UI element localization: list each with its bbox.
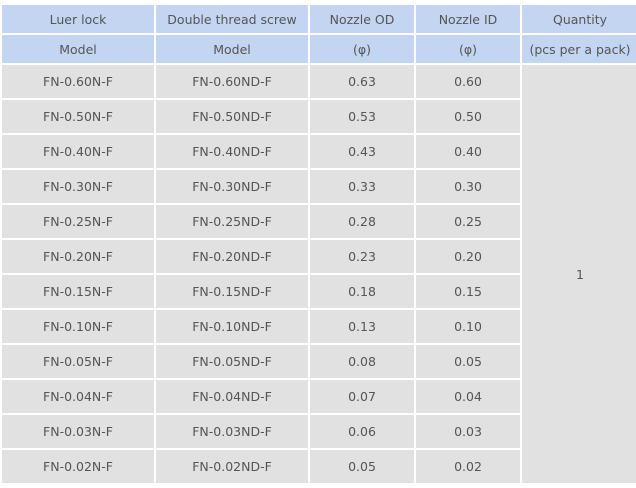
luer-lock-model: FN-0.20N-F	[0, 238, 156, 275]
table-row: FN-0.50N-F FN-0.50ND-F 0.53 0.50	[0, 98, 636, 135]
double-thread-model: FN-0.05ND-F	[154, 343, 310, 380]
nozzle-od: 0.28	[308, 203, 416, 240]
header-luer-lock: Luer lock	[0, 3, 156, 35]
nozzle-id: 0.15	[414, 273, 522, 310]
table-row: FN-0.15N-F FN-0.15ND-F 0.18 0.15	[0, 273, 636, 310]
luer-lock-model: FN-0.60N-F	[0, 63, 156, 100]
table-row: FN-0.05N-F FN-0.05ND-F 0.08 0.05	[0, 343, 636, 380]
double-thread-model: FN-0.10ND-F	[154, 308, 310, 345]
header-double-thread: Double thread screw	[154, 3, 310, 35]
header-model-1: Model	[0, 33, 156, 65]
double-thread-model: FN-0.50ND-F	[154, 98, 310, 135]
luer-lock-model: FN-0.05N-F	[0, 343, 156, 380]
table-row: FN-0.10N-F FN-0.10ND-F 0.13 0.10	[0, 308, 636, 345]
nozzle-id: 0.04	[414, 378, 522, 415]
table-row: FN-0.02N-F FN-0.02ND-F 0.05 0.02	[0, 448, 636, 485]
double-thread-model: FN-0.20ND-F	[154, 238, 310, 275]
nozzle-id: 0.25	[414, 203, 522, 240]
luer-lock-model: FN-0.03N-F	[0, 413, 156, 450]
double-thread-model: FN-0.03ND-F	[154, 413, 310, 450]
table-row: FN-0.60N-F FN-0.60ND-F 0.63 0.60 1	[0, 63, 636, 485]
header-row-1: Luer lock Double thread screw Nozzle OD …	[0, 3, 636, 35]
nozzle-od: 0.53	[308, 98, 416, 135]
nozzle-id: 0.30	[414, 168, 522, 205]
nozzle-od: 0.13	[308, 308, 416, 345]
quantity-value: 1	[520, 63, 636, 485]
nozzle-id: 0.40	[414, 133, 522, 170]
luer-lock-model: FN-0.40N-F	[0, 133, 156, 170]
header-row-2: Model Model (φ) (φ) (pcs per a pack)	[0, 33, 636, 65]
nozzle-od: 0.08	[308, 343, 416, 380]
double-thread-model: FN-0.60ND-F	[154, 63, 310, 100]
table-row: FN-0.04N-F FN-0.04ND-F 0.07 0.04	[0, 378, 636, 415]
luer-lock-model: FN-0.10N-F	[0, 308, 156, 345]
luer-lock-model: FN-0.15N-F	[0, 273, 156, 310]
header-quantity-unit: (pcs per a pack)	[520, 33, 636, 65]
table-row: FN-0.03N-F FN-0.03ND-F 0.06 0.03	[0, 413, 636, 450]
double-thread-model: FN-0.04ND-F	[154, 378, 310, 415]
header-quantity: Quantity	[520, 3, 636, 35]
header-od-unit: (φ)	[308, 33, 416, 65]
double-thread-model: FN-0.25ND-F	[154, 203, 310, 240]
nozzle-od: 0.63	[308, 63, 416, 100]
nozzle-spec-table: Luer lock Double thread screw Nozzle OD …	[0, 3, 636, 485]
nozzle-id: 0.60	[414, 63, 522, 100]
table-row: FN-0.40N-F FN-0.40ND-F 0.43 0.40	[0, 133, 636, 170]
nozzle-id: 0.10	[414, 308, 522, 345]
nozzle-od: 0.06	[308, 413, 416, 450]
double-thread-model: FN-0.15ND-F	[154, 273, 310, 310]
table-row: FN-0.20N-F FN-0.20ND-F 0.23 0.20	[0, 238, 636, 275]
luer-lock-model: FN-0.50N-F	[0, 98, 156, 135]
nozzle-od: 0.43	[308, 133, 416, 170]
table-row: FN-0.25N-F FN-0.25ND-F 0.28 0.25	[0, 203, 636, 240]
luer-lock-model: FN-0.25N-F	[0, 203, 156, 240]
double-thread-model: FN-0.40ND-F	[154, 133, 310, 170]
nozzle-id: 0.03	[414, 413, 522, 450]
nozzle-id: 0.20	[414, 238, 522, 275]
nozzle-id: 0.05	[414, 343, 522, 380]
header-id-unit: (φ)	[414, 33, 522, 65]
nozzle-od: 0.07	[308, 378, 416, 415]
luer-lock-model: FN-0.04N-F	[0, 378, 156, 415]
luer-lock-model: FN-0.30N-F	[0, 168, 156, 205]
nozzle-od: 0.05	[308, 448, 416, 485]
nozzle-id: 0.02	[414, 448, 522, 485]
double-thread-model: FN-0.30ND-F	[154, 168, 310, 205]
luer-lock-model: FN-0.02N-F	[0, 448, 156, 485]
nozzle-od: 0.33	[308, 168, 416, 205]
header-nozzle-od: Nozzle OD	[308, 3, 416, 35]
table-row: FN-0.30N-F FN-0.30ND-F 0.33 0.30	[0, 168, 636, 205]
header-nozzle-id: Nozzle ID	[414, 3, 522, 35]
nozzle-od: 0.18	[308, 273, 416, 310]
header-model-2: Model	[154, 33, 310, 65]
double-thread-model: FN-0.02ND-F	[154, 448, 310, 485]
nozzle-id: 0.50	[414, 98, 522, 135]
nozzle-od: 0.23	[308, 238, 416, 275]
